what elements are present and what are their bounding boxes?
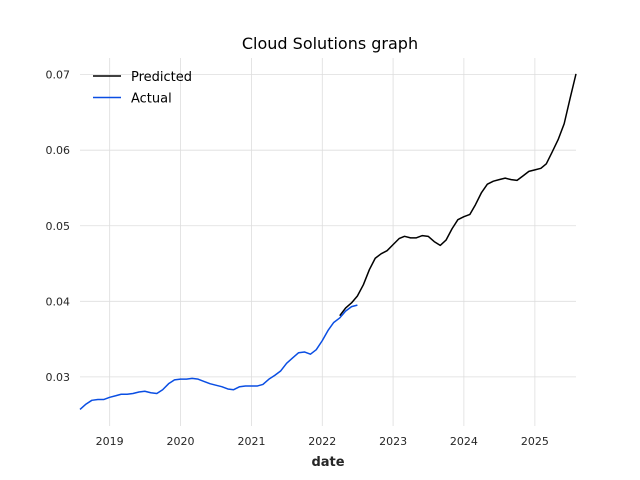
series-line-actual	[79, 304, 358, 410]
y-tick-label: 0.04	[46, 295, 71, 308]
chart-title: Cloud Solutions graph	[242, 34, 418, 53]
x-tick-label: 2021	[237, 435, 265, 448]
x-axis-label: date	[311, 455, 344, 470]
series-line-predicted	[339, 73, 577, 317]
y-tick-label: 0.07	[46, 69, 71, 82]
x-tick-label: 2025	[521, 435, 549, 448]
series-layer	[79, 73, 577, 410]
x-tick-label: 2020	[166, 435, 194, 448]
y-tick-label: 0.05	[46, 220, 71, 233]
legend-label: Actual	[131, 92, 172, 107]
x-tick-label: 2019	[96, 435, 124, 448]
y-tick-label: 0.03	[46, 371, 71, 384]
legend: Predicted Actual	[93, 70, 192, 107]
x-axis-ticks: 2019 2020 2021 2022 2023 2024 2025	[96, 435, 549, 448]
y-tick-label: 0.06	[46, 144, 71, 157]
y-axis-ticks: 0.03 0.04 0.05 0.06 0.07	[46, 69, 71, 384]
x-tick-label: 2022	[308, 435, 336, 448]
x-tick-label: 2024	[450, 435, 478, 448]
legend-label: Predicted	[131, 70, 192, 85]
x-tick-label: 2023	[379, 435, 407, 448]
grid	[80, 58, 576, 426]
